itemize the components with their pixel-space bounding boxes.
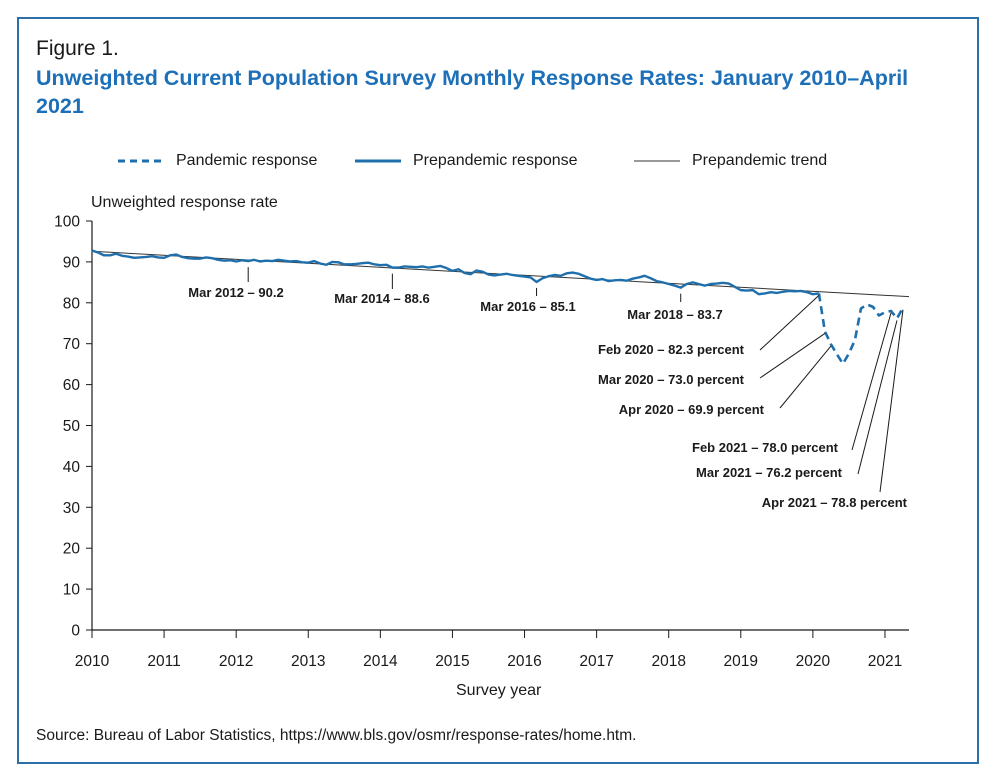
annotation-label: Feb 2021 – 78.0 percent xyxy=(692,440,839,455)
series-line-prepandemic xyxy=(91,249,820,296)
y-axis-label: Unweighted response rate xyxy=(91,194,278,211)
legend-swatch-thin xyxy=(634,160,680,162)
x-tick-label: 2014 xyxy=(363,653,398,670)
x-tick-label: 2019 xyxy=(724,653,758,670)
legend-label-pandemic: Pandemic response xyxy=(176,152,318,169)
annotation-leader xyxy=(759,333,826,379)
annotation-label: Mar 2012 – 90.2 xyxy=(188,285,283,300)
annotations-layer: Mar 2012 – 90.2 Mar 2014 – 88.6 Mar 2016 –… xyxy=(188,267,908,510)
legend-label-trend: Prepandemic trend xyxy=(692,152,828,169)
annotation-label: Mar 2020 – 73.0 percent xyxy=(598,372,745,387)
annotation-label: Mar 2014 – 88.6 xyxy=(334,291,429,306)
figure-frame xyxy=(17,17,979,764)
legend-item-pandemic: Pandemic response xyxy=(118,150,317,172)
y-tick-label: 70 xyxy=(63,336,81,353)
axes: 0 10 20 30 40 50 60 70 80 90 100 2010 2011 2012 2013 20… xyxy=(54,214,909,670)
legend-swatch-dashed xyxy=(118,159,164,163)
x-tick-label: 2018 xyxy=(651,653,685,670)
y-tick-label: 50 xyxy=(63,418,81,435)
annotation-leader xyxy=(851,312,892,451)
annotation-leader xyxy=(759,295,820,351)
x-tick-label: 2011 xyxy=(147,653,180,670)
x-tick-label: 2020 xyxy=(796,653,831,670)
annotation-label: Mar 2016 – 85.1 xyxy=(480,299,575,314)
annotation-leader xyxy=(857,320,898,475)
legend-item-prepandemic: Prepandemic response xyxy=(355,150,578,172)
annotation-label: Feb 2020 – 82.3 percent xyxy=(598,342,745,357)
x-tick-label: 2010 xyxy=(75,653,110,670)
legend-item-trend: Prepandemic trend xyxy=(634,150,827,172)
x-tick-label: 2012 xyxy=(219,653,253,670)
annotation-label: Mar 2021 – 76.2 percent xyxy=(696,465,843,480)
figure-label: Figure 1. xyxy=(36,37,119,60)
chart-title: Unweighted Current Population Survey Mon… xyxy=(36,66,909,118)
y-tick-label: 40 xyxy=(63,459,81,476)
y-tick-label: 0 xyxy=(71,623,80,640)
x-axis-label: Survey year xyxy=(456,682,542,699)
annotation-leader xyxy=(779,345,832,409)
x-tick-label: 2016 xyxy=(507,653,541,670)
legend-swatch-solid xyxy=(355,159,401,163)
x-tick-label: 2021 xyxy=(868,653,902,670)
y-tick-label: 90 xyxy=(63,254,81,271)
series-line-pandemic xyxy=(817,293,905,366)
chart-legend: Pandemic response Prepandemic response P… xyxy=(118,150,978,172)
legend-label-prepandemic: Prepandemic response xyxy=(413,152,578,169)
annotation-label: Apr 2020 – 69.9 percent xyxy=(619,402,765,417)
x-tick-label: 2015 xyxy=(435,653,469,670)
y-tick-label: 60 xyxy=(63,377,81,394)
y-tick-label: 10 xyxy=(63,582,81,599)
y-tick-label: 80 xyxy=(63,295,81,312)
annotation-label: Apr 2021 – 78.8 percent xyxy=(762,495,908,510)
y-tick-label: 100 xyxy=(54,214,80,231)
annotation-leader xyxy=(879,309,904,493)
x-tick-label: 2017 xyxy=(579,653,613,670)
annotation-label: Mar 2018 – 83.7 xyxy=(627,307,722,322)
y-tick-label: 20 xyxy=(63,541,81,558)
series-layer xyxy=(91,249,905,366)
x-tick-label: 2013 xyxy=(291,653,325,670)
y-tick-label: 30 xyxy=(63,500,81,517)
source-note: Source: Bureau of Labor Statistics, http… xyxy=(36,727,637,744)
